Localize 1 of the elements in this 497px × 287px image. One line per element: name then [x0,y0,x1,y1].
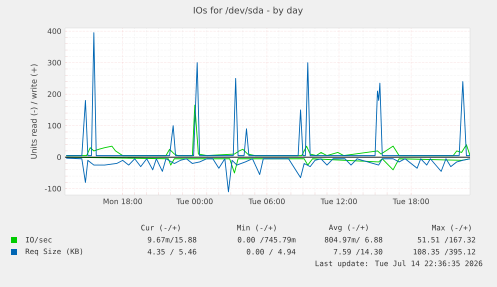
chart-title: IOs for /dev/sda - by day [194,6,303,16]
